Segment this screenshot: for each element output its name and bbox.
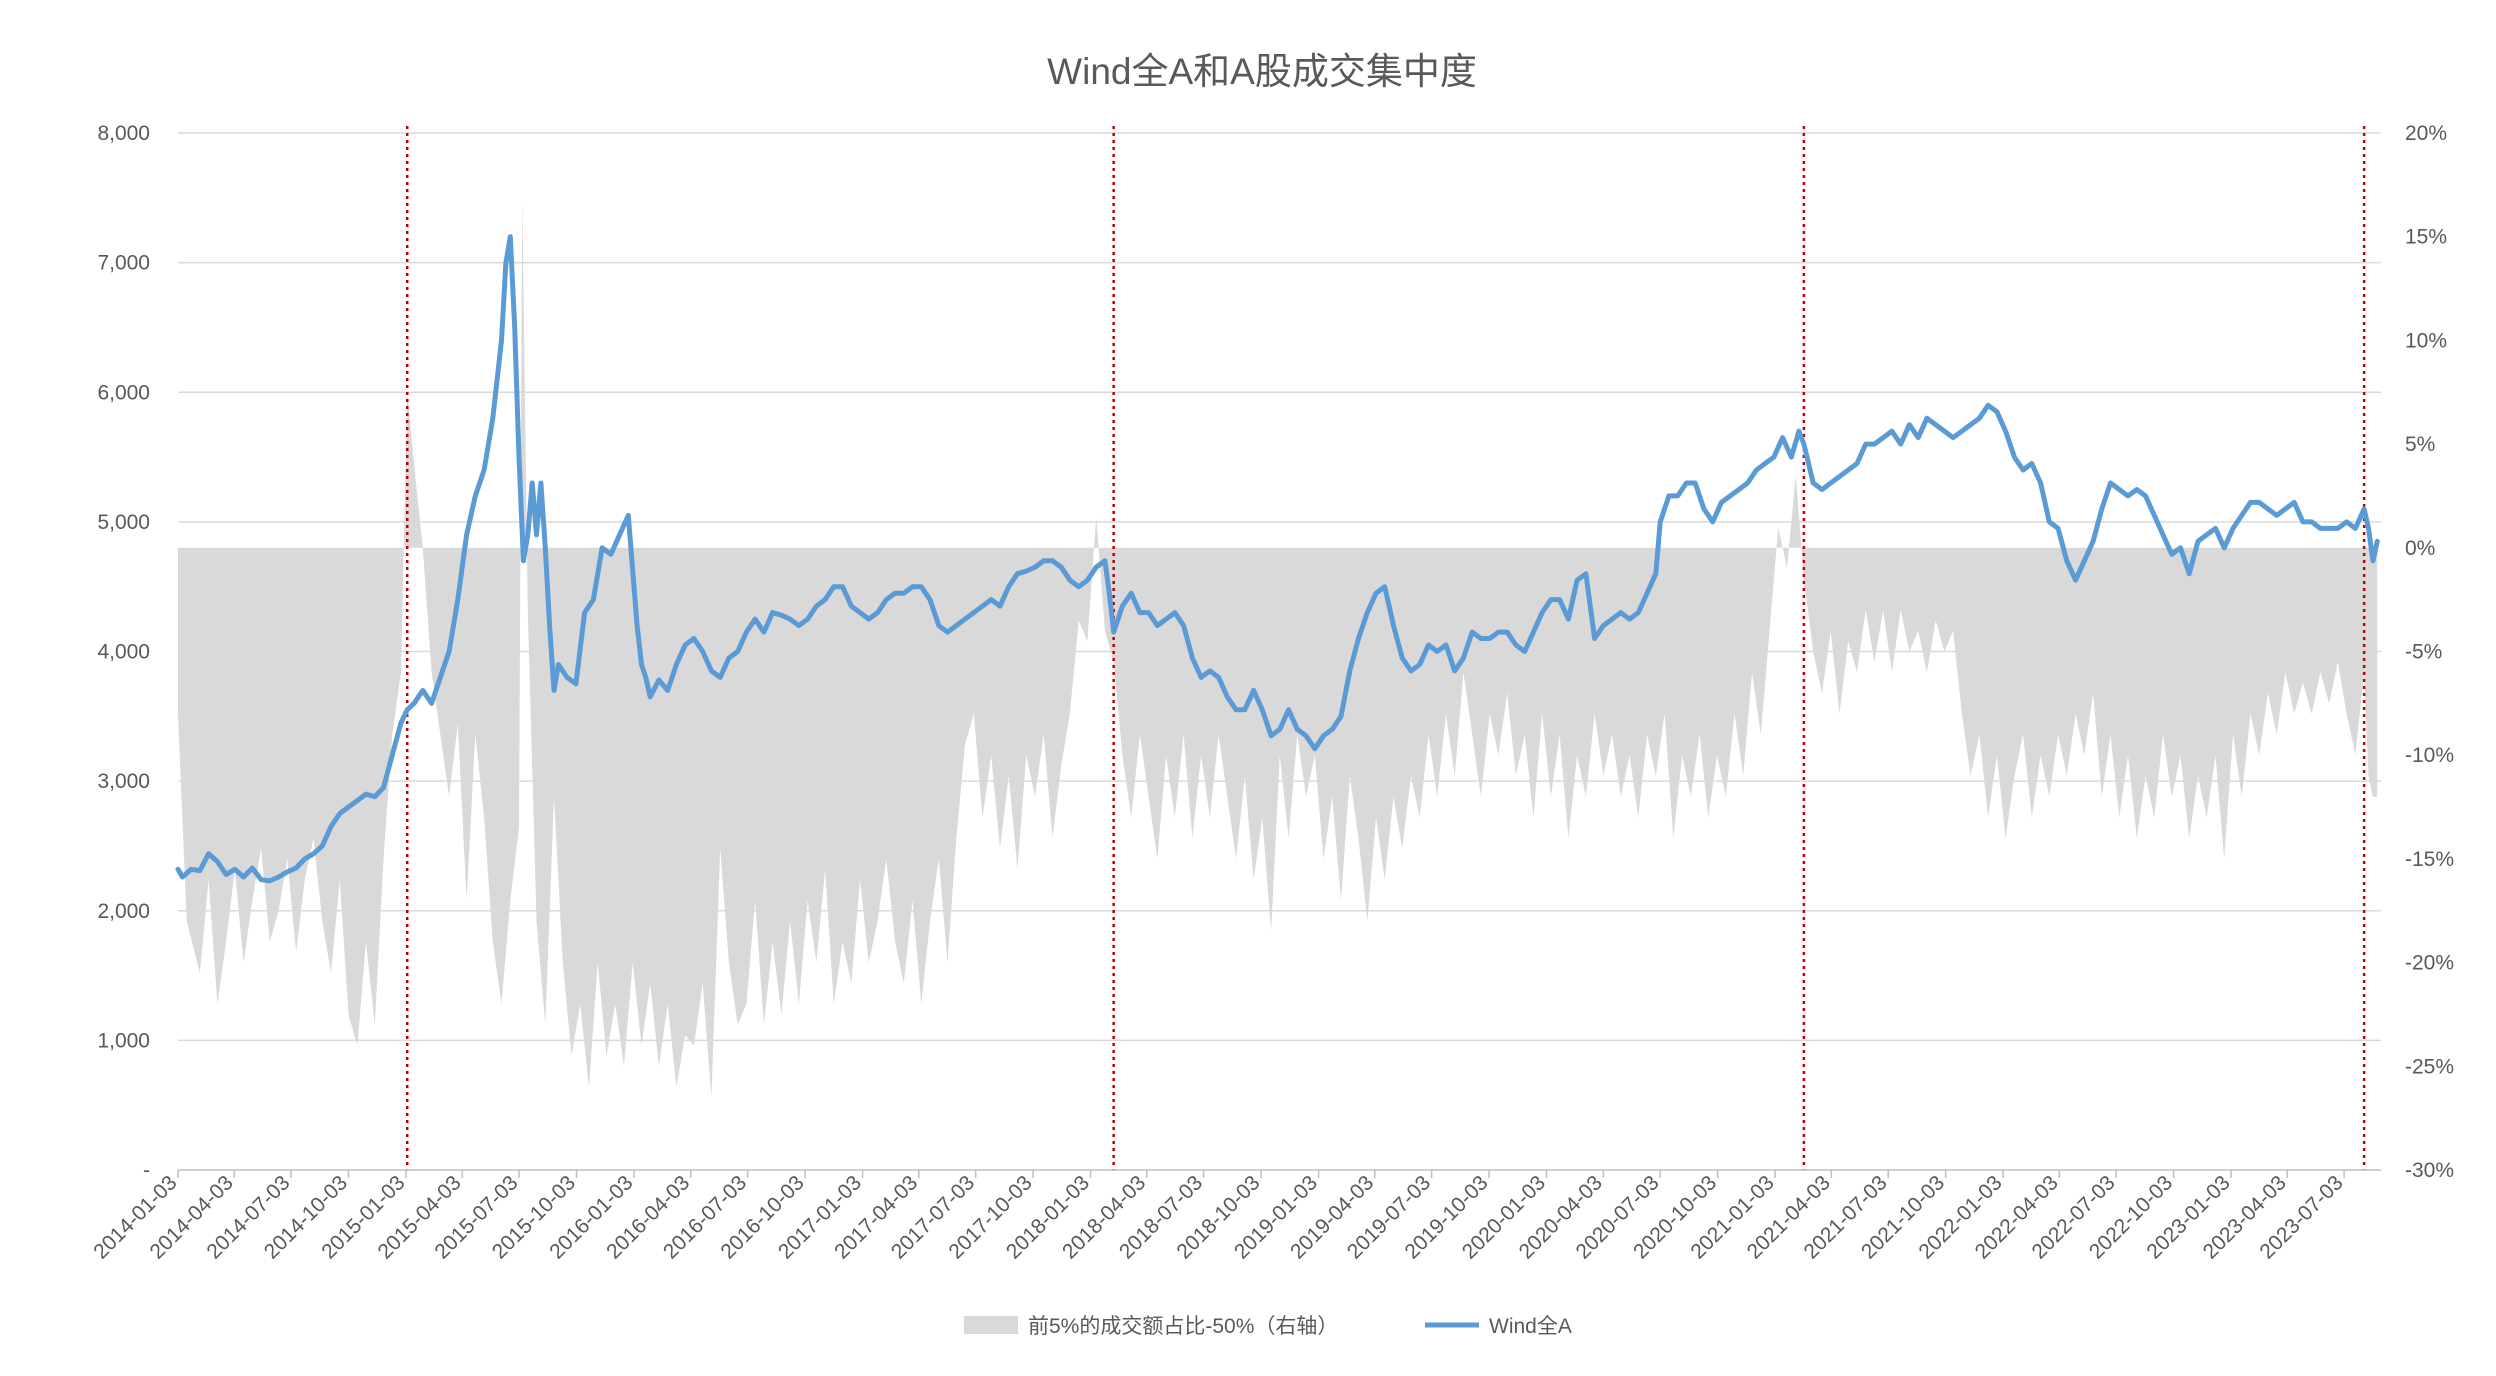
y-right-tick-label: -25% <box>2405 1055 2454 1078</box>
y-right-tick-label: -5% <box>2405 641 2442 664</box>
y-right-tick-label: -15% <box>2405 848 2454 871</box>
y-left-tick-label: 3,000 <box>97 770 150 793</box>
y-right-tick-label: 5% <box>2405 433 2435 456</box>
line-series-wind-all-a <box>175 234 2380 884</box>
y-right-tick-label: 20% <box>2405 122 2447 145</box>
y-left-tick-label: 8,000 <box>97 122 150 145</box>
area-series-turnover-concentration <box>178 195 2378 1098</box>
y-left-tick-label: 5,000 <box>97 511 150 534</box>
legend: 前5%的成交额占比-50%（右轴） Wind全A <box>964 1315 1572 1338</box>
y-right-tick-label: -10% <box>2405 744 2454 767</box>
y-right-tick-label: 10% <box>2405 329 2447 352</box>
y-right-tick-label: -20% <box>2405 952 2454 975</box>
area-series-layer <box>178 195 2378 1098</box>
y-left-tick-label: 7,000 <box>97 252 150 275</box>
y-left-tick-label: 6,000 <box>97 381 150 404</box>
y-left-tick-label: 4,000 <box>97 641 150 664</box>
vertical-markers <box>405 126 2366 1170</box>
legend-swatch-area <box>964 1316 1018 1334</box>
y-left-tick-label: - <box>143 1159 150 1182</box>
line-series-layer <box>175 234 2380 884</box>
y-left-tick-label: 1,000 <box>97 1029 150 1052</box>
legend-label-line: Wind全A <box>1489 1315 1572 1338</box>
y-right-tick-label: 0% <box>2405 537 2435 560</box>
y-right-tick-label: 15% <box>2405 226 2447 249</box>
chart-title: Wind全A和A股成交集中度 <box>1047 51 1477 92</box>
legend-label-area: 前5%的成交额占比-50%（右轴） <box>1028 1315 1338 1338</box>
y-right-tick-label: -30% <box>2405 1159 2454 1182</box>
y-left-tick-label: 2,000 <box>97 900 150 923</box>
